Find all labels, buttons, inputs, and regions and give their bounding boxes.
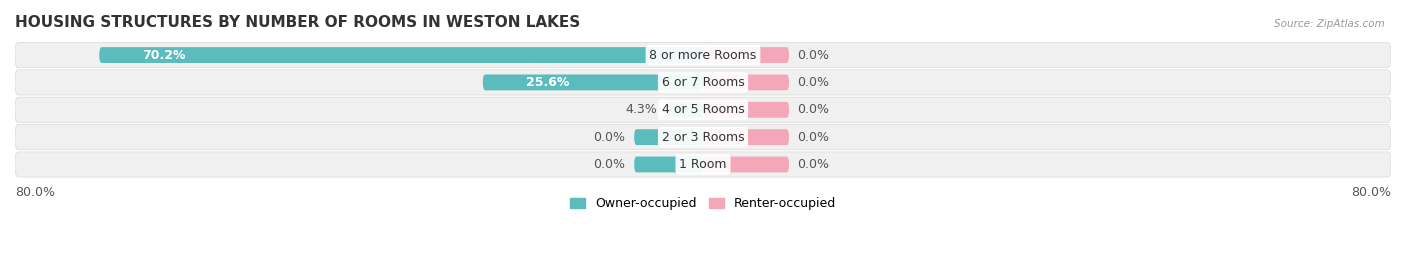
FancyBboxPatch shape bbox=[482, 75, 703, 90]
Text: 80.0%: 80.0% bbox=[1351, 185, 1391, 198]
FancyBboxPatch shape bbox=[15, 152, 1391, 177]
FancyBboxPatch shape bbox=[100, 47, 703, 63]
Text: 0.0%: 0.0% bbox=[593, 158, 626, 171]
Text: 0.0%: 0.0% bbox=[797, 131, 830, 144]
Text: HOUSING STRUCTURES BY NUMBER OF ROOMS IN WESTON LAKES: HOUSING STRUCTURES BY NUMBER OF ROOMS IN… bbox=[15, 15, 581, 30]
Text: 0.0%: 0.0% bbox=[797, 76, 830, 89]
FancyBboxPatch shape bbox=[703, 157, 789, 173]
FancyBboxPatch shape bbox=[703, 47, 789, 63]
FancyBboxPatch shape bbox=[634, 129, 703, 145]
FancyBboxPatch shape bbox=[15, 97, 1391, 122]
FancyBboxPatch shape bbox=[666, 102, 703, 118]
Text: 6 or 7 Rooms: 6 or 7 Rooms bbox=[662, 76, 744, 89]
FancyBboxPatch shape bbox=[15, 70, 1391, 95]
Text: 4.3%: 4.3% bbox=[626, 103, 658, 116]
Text: Source: ZipAtlas.com: Source: ZipAtlas.com bbox=[1274, 19, 1385, 29]
Text: 0.0%: 0.0% bbox=[797, 103, 830, 116]
FancyBboxPatch shape bbox=[15, 124, 1391, 150]
FancyBboxPatch shape bbox=[15, 42, 1391, 68]
FancyBboxPatch shape bbox=[703, 102, 789, 118]
Text: 0.0%: 0.0% bbox=[797, 49, 830, 62]
FancyBboxPatch shape bbox=[703, 129, 789, 145]
Text: 70.2%: 70.2% bbox=[142, 49, 186, 62]
FancyBboxPatch shape bbox=[634, 157, 703, 173]
Text: 0.0%: 0.0% bbox=[797, 158, 830, 171]
Text: 0.0%: 0.0% bbox=[593, 131, 626, 144]
Text: 2 or 3 Rooms: 2 or 3 Rooms bbox=[662, 131, 744, 144]
Text: 8 or more Rooms: 8 or more Rooms bbox=[650, 49, 756, 62]
Text: 4 or 5 Rooms: 4 or 5 Rooms bbox=[662, 103, 744, 116]
Legend: Owner-occupied, Renter-occupied: Owner-occupied, Renter-occupied bbox=[565, 192, 841, 215]
FancyBboxPatch shape bbox=[703, 75, 789, 90]
Text: 1 Room: 1 Room bbox=[679, 158, 727, 171]
Text: 80.0%: 80.0% bbox=[15, 185, 55, 198]
Text: 25.6%: 25.6% bbox=[526, 76, 569, 89]
